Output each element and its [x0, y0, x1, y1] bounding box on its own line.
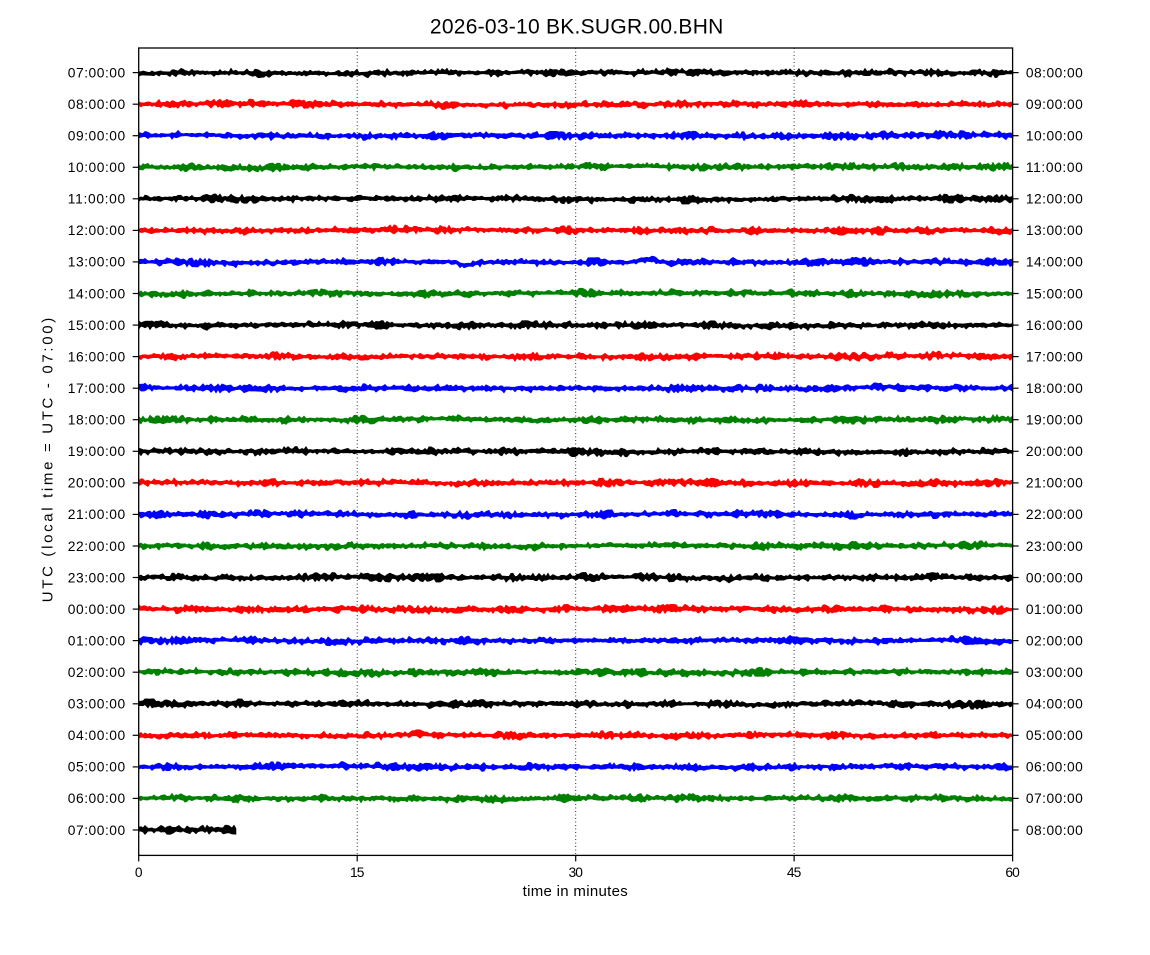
svg-text:21:00:00: 21:00:00	[68, 507, 126, 522]
svg-text:time in minutes: time in minutes	[523, 883, 628, 900]
svg-text:08:00:00: 08:00:00	[68, 97, 126, 112]
svg-text:01:00:00: 01:00:00	[68, 633, 126, 648]
svg-text:20:00:00: 20:00:00	[68, 476, 126, 491]
svg-text:06:00:00: 06:00:00	[68, 791, 126, 806]
svg-text:16:00:00: 16:00:00	[1026, 318, 1083, 333]
svg-text:07:00:00: 07:00:00	[68, 65, 126, 80]
svg-text:02:00:00: 02:00:00	[1026, 633, 1083, 648]
svg-text:13:00:00: 13:00:00	[1026, 223, 1083, 238]
svg-text:22:00:00: 22:00:00	[68, 539, 126, 554]
svg-text:21:00:00: 21:00:00	[1026, 476, 1083, 491]
svg-text:10:00:00: 10:00:00	[68, 160, 126, 175]
svg-text:60: 60	[1005, 865, 1020, 880]
svg-text:12:00:00: 12:00:00	[1026, 192, 1083, 207]
svg-text:13:00:00: 13:00:00	[68, 255, 126, 270]
svg-text:05:00:00: 05:00:00	[1026, 728, 1083, 743]
svg-text:05:00:00: 05:00:00	[68, 760, 126, 775]
svg-text:12:00:00: 12:00:00	[68, 223, 126, 238]
svg-text:03:00:00: 03:00:00	[68, 697, 126, 712]
svg-text:17:00:00: 17:00:00	[68, 381, 126, 396]
svg-text:19:00:00: 19:00:00	[1026, 413, 1083, 428]
svg-text:15:00:00: 15:00:00	[68, 318, 126, 333]
svg-text:07:00:00: 07:00:00	[1026, 791, 1083, 806]
svg-text:0: 0	[135, 865, 143, 880]
svg-text:19:00:00: 19:00:00	[68, 444, 126, 459]
svg-text:18:00:00: 18:00:00	[1026, 381, 1083, 396]
svg-text:08:00:00: 08:00:00	[1026, 823, 1083, 838]
svg-text:23:00:00: 23:00:00	[1026, 539, 1083, 554]
svg-text:04:00:00: 04:00:00	[1026, 697, 1083, 712]
svg-text:15:00:00: 15:00:00	[1026, 286, 1083, 301]
svg-text:17:00:00: 17:00:00	[1026, 349, 1083, 364]
svg-text:2026-03-10 BK.SUGR.00.BHN: 2026-03-10 BK.SUGR.00.BHN	[430, 16, 723, 39]
svg-text:22:00:00: 22:00:00	[1026, 507, 1083, 522]
svg-text:02:00:00: 02:00:00	[68, 665, 126, 680]
svg-text:03:00:00: 03:00:00	[1026, 665, 1083, 680]
svg-text:14:00:00: 14:00:00	[1026, 255, 1083, 270]
svg-text:15: 15	[350, 865, 365, 880]
svg-text:45: 45	[787, 865, 802, 880]
svg-text:30: 30	[568, 865, 583, 880]
svg-text:16:00:00: 16:00:00	[68, 349, 126, 364]
svg-text:08:00:00: 08:00:00	[1026, 65, 1083, 80]
svg-text:09:00:00: 09:00:00	[1026, 97, 1083, 112]
svg-text:00:00:00: 00:00:00	[1026, 570, 1083, 585]
svg-text:01:00:00: 01:00:00	[1026, 602, 1083, 617]
svg-text:04:00:00: 04:00:00	[68, 728, 126, 743]
svg-text:11:00:00: 11:00:00	[1026, 160, 1083, 175]
svg-text:07:00:00: 07:00:00	[68, 823, 126, 838]
svg-text:06:00:00: 06:00:00	[1026, 760, 1083, 775]
svg-text:11:00:00: 11:00:00	[68, 192, 126, 207]
svg-text:09:00:00: 09:00:00	[68, 129, 126, 144]
svg-text:00:00:00: 00:00:00	[68, 602, 126, 617]
svg-text:18:00:00: 18:00:00	[68, 413, 126, 428]
svg-text:14:00:00: 14:00:00	[68, 286, 126, 301]
svg-text:10:00:00: 10:00:00	[1026, 129, 1083, 144]
svg-text:20:00:00: 20:00:00	[1026, 444, 1083, 459]
svg-text:23:00:00: 23:00:00	[68, 570, 126, 585]
